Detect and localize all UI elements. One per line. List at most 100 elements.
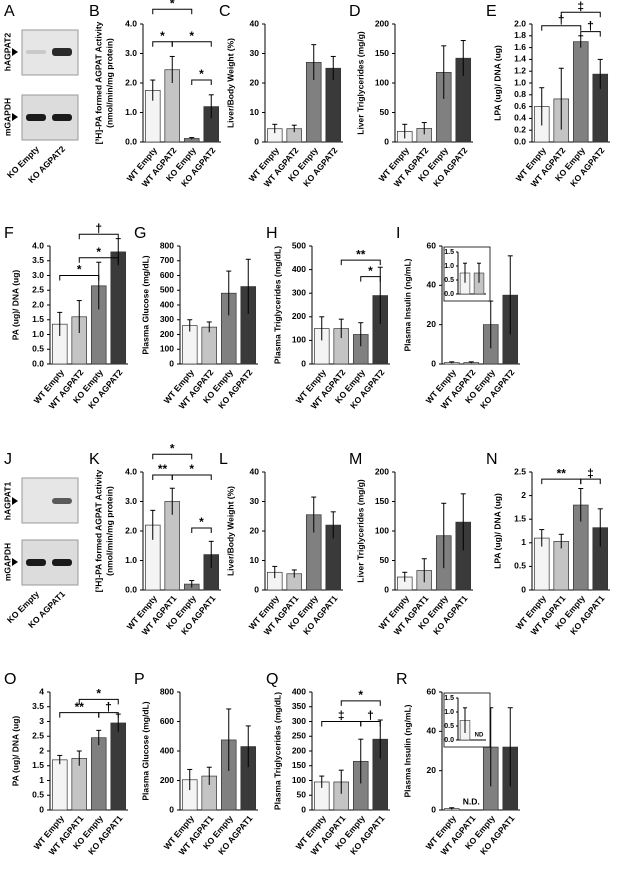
- y-tick-label: 2.0: [125, 77, 137, 87]
- y-tick-label: 0: [431, 804, 436, 814]
- sig-label: *: [77, 263, 82, 277]
- y-tick-label: 100: [292, 775, 306, 785]
- y-tick-label: 1: [39, 775, 44, 785]
- panel-letter: A: [4, 3, 15, 20]
- y-tick-label: 1.0: [514, 77, 526, 87]
- y-tick-label: 1.5: [514, 513, 526, 523]
- y-tick-label: 3.0: [125, 496, 137, 506]
- y-tick-label: 1.0: [125, 555, 137, 565]
- sig-bracket: [98, 712, 119, 718]
- panel-letter: L: [219, 451, 228, 468]
- y-tick-label: 0.8: [514, 89, 526, 99]
- sig-label: ‡: [338, 709, 345, 723]
- y-tick-label: 0.5: [32, 344, 44, 354]
- blot-band: [52, 559, 72, 566]
- y-axis-label: Liver Triglycerides (mg/g): [355, 479, 365, 583]
- panel-letter: E: [486, 3, 497, 20]
- y-tick-label: 600: [160, 716, 174, 726]
- y-tick-label: 2.5: [32, 285, 44, 295]
- sig-bracket: [340, 259, 381, 266]
- bar: [553, 541, 570, 591]
- band-label: mGAPDH: [2, 543, 12, 581]
- y-tick-label: 0.4: [514, 113, 526, 123]
- y-axis-label: LPA (ug)/ DNA (ug): [492, 493, 502, 569]
- inset-tick-label: 0.5: [444, 723, 454, 730]
- y-tick-label: 500: [292, 240, 306, 250]
- sig-bracket: [580, 478, 601, 485]
- y-tick-label: 500: [160, 285, 174, 295]
- sig-bracket: [541, 25, 582, 31]
- y-tick-label: 300: [292, 287, 306, 297]
- y-tick-label: 1.5: [32, 760, 44, 770]
- y-tick-label: 30: [250, 496, 260, 506]
- y-tick-label: 200: [292, 311, 306, 321]
- bar: [71, 758, 88, 811]
- panel-letter: G: [134, 225, 146, 242]
- y-tick-label: 200: [375, 18, 389, 28]
- y-tick-label: 0: [39, 804, 44, 814]
- sig-bracket: [191, 527, 212, 534]
- blot-band: [26, 559, 46, 566]
- blot-band: [26, 50, 46, 54]
- y-tick-label: 3.0: [125, 48, 137, 58]
- panel-letter: M: [349, 451, 362, 468]
- panel-letter: N: [486, 451, 498, 468]
- y-tick-label: 1.6: [514, 42, 526, 52]
- band-label: hAGPAT2: [2, 33, 12, 72]
- y-tick-label: 0: [169, 358, 174, 368]
- inset-tick-label: 0.5: [444, 277, 454, 284]
- bar: [90, 737, 107, 811]
- y-axis-label: Plasma Triglycerides (mg/dL): [272, 692, 282, 810]
- inset-tick-label: 0.0: [444, 737, 454, 744]
- y-tick-label: 400: [160, 745, 174, 755]
- band-label: hAGPAT1: [2, 482, 12, 521]
- y-tick-label: 200: [160, 775, 174, 785]
- sig-bracket: [340, 700, 381, 706]
- y-tick-label: 400: [160, 299, 174, 309]
- y-tick-label: 800: [160, 240, 174, 250]
- sig-bracket: [191, 79, 212, 86]
- sig-bracket: [560, 11, 601, 18]
- arrow: [12, 497, 18, 566]
- y-tick-label: 0: [254, 584, 259, 594]
- panel-letter: K: [89, 451, 100, 468]
- y-tick-label: 20: [427, 319, 437, 329]
- y-tick-label: 0: [384, 584, 389, 594]
- y-tick-label: 2.0: [514, 18, 526, 28]
- y-axis-label: (nmol/min/mg protein): [104, 38, 114, 128]
- sig-bracket: [152, 8, 193, 15]
- y-tick-label: 30: [250, 48, 260, 58]
- y-tick-label: 300: [160, 314, 174, 324]
- blot-band: [52, 498, 72, 504]
- y-tick-label: 100: [160, 344, 174, 354]
- y-axis-label: Plasma Insulin (ng/mL): [402, 704, 412, 797]
- y-tick-label: 1.2: [514, 65, 526, 75]
- blot-band: [26, 114, 46, 121]
- y-tick-label: 0: [169, 804, 174, 814]
- y-tick-label: 20: [427, 765, 437, 775]
- y-tick-label: 0.0: [125, 136, 137, 146]
- y-tick-label: 200: [160, 329, 174, 339]
- sig-label: *: [199, 67, 204, 81]
- y-axis-label: [³H]-PA formed AGPAT Activity: [93, 21, 103, 144]
- y-tick-label: 0: [521, 584, 526, 594]
- sig-bracket: [78, 698, 119, 705]
- sig-label: **: [158, 462, 168, 476]
- y-tick-label: 1: [521, 537, 526, 547]
- y-tick-label: 20: [250, 525, 260, 535]
- panel-letter: I: [396, 225, 400, 242]
- y-axis-label: Plasma Triglycerides (mg/dL): [272, 246, 282, 364]
- y-tick-label: 400: [292, 264, 306, 274]
- sig-label: †: [95, 221, 102, 235]
- y-tick-label: 50: [297, 790, 307, 800]
- y-axis-label: Liver/Body Weight (%): [225, 486, 235, 576]
- y-tick-label: 150: [375, 496, 389, 506]
- y-tick-label: 200: [375, 466, 389, 476]
- y-tick-label: 2: [39, 745, 44, 755]
- y-tick-label: 50: [380, 107, 390, 117]
- y-axis-label: PA (ug)/ DNA (ug): [10, 270, 20, 341]
- sig-label: †: [587, 19, 594, 33]
- y-tick-label: 10: [250, 107, 260, 117]
